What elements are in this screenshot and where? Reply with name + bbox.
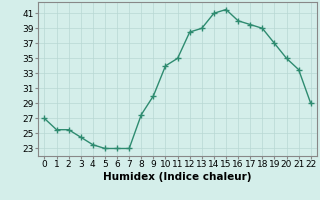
X-axis label: Humidex (Indice chaleur): Humidex (Indice chaleur) — [103, 172, 252, 182]
